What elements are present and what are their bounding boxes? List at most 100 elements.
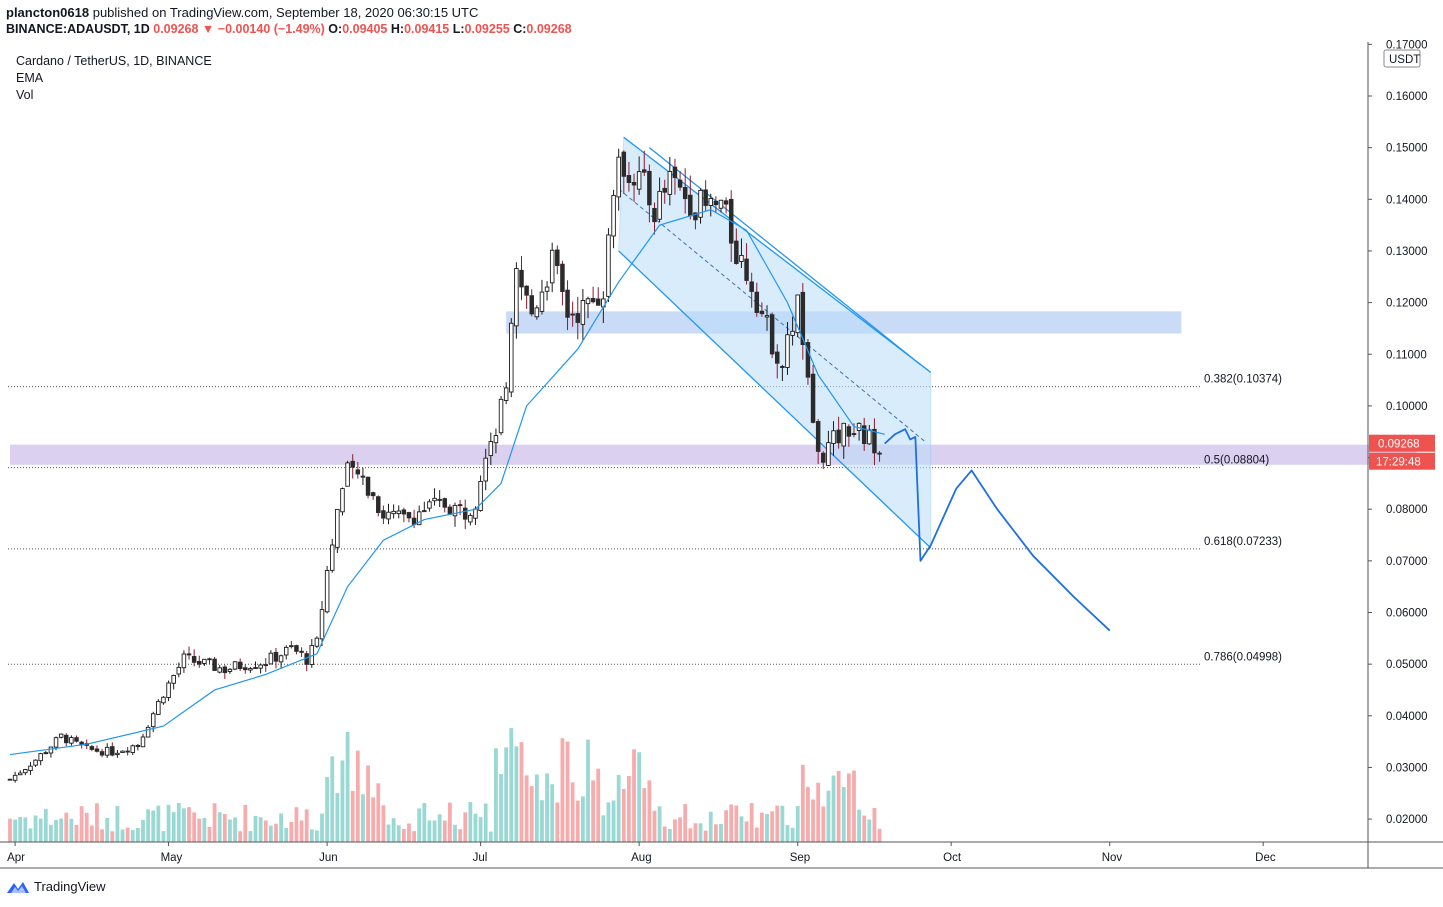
volume-bar xyxy=(703,830,708,842)
volume-bar xyxy=(64,812,69,842)
volume-bar xyxy=(545,773,549,842)
candle-body xyxy=(64,734,69,744)
candle-body xyxy=(718,199,724,209)
volume-bar xyxy=(304,809,309,842)
volume-bar xyxy=(105,817,110,842)
volume-bar xyxy=(739,816,744,842)
candle-body xyxy=(549,249,555,284)
volume-bar xyxy=(263,820,268,842)
candle-body xyxy=(652,207,657,223)
candle-body xyxy=(682,187,688,200)
tradingview-logo[interactable]: TradingView xyxy=(6,879,106,894)
volume-bar xyxy=(570,782,575,842)
volume-bar xyxy=(350,790,355,842)
volume-bar xyxy=(166,804,171,842)
volume-bar xyxy=(386,824,391,842)
fib-levels: 0.382(0.10374) 0.5(0.08804) 0.618(0.07233)… xyxy=(8,374,1282,665)
candle-body xyxy=(498,398,504,434)
candle-body xyxy=(688,194,693,217)
candle-body xyxy=(723,200,729,205)
volume-bar xyxy=(841,786,846,842)
candle-body xyxy=(877,452,882,455)
candle-body xyxy=(759,310,765,315)
volume-bar xyxy=(38,818,43,842)
volume-bar xyxy=(222,814,227,842)
volume-bar xyxy=(233,817,237,842)
publisher-name[interactable]: plancton0618 xyxy=(6,5,90,20)
volume-bar xyxy=(315,830,319,842)
candle-body xyxy=(104,746,110,756)
volume-bar xyxy=(156,805,161,842)
fib-label: 0.786(0.04998) xyxy=(1204,651,1282,663)
volume-bar xyxy=(141,819,145,842)
candle-body xyxy=(166,682,171,698)
candle-body xyxy=(130,745,136,753)
candle-body xyxy=(590,297,596,303)
volume-bar xyxy=(151,810,156,842)
candle-body xyxy=(207,658,212,661)
volume-bar xyxy=(28,828,33,842)
candle-body xyxy=(493,435,499,444)
x-tick-label: Apr xyxy=(7,852,25,864)
tradingview-logo-icon xyxy=(7,881,29,893)
legend-title[interactable]: Cardano / TetherUS, 1D, BINANCE xyxy=(16,54,212,68)
projection-path xyxy=(884,428,1111,632)
candle-body xyxy=(769,314,775,355)
candle-body xyxy=(94,748,100,752)
volume-bar xyxy=(565,741,570,842)
legend-vol[interactable]: Vol xyxy=(16,88,34,102)
volume-bar xyxy=(591,780,596,842)
volume-bar xyxy=(74,824,79,842)
fib-label: 0.618(0.07233) xyxy=(1204,536,1282,548)
open-value: 0.09405 xyxy=(342,22,388,36)
volume-bar xyxy=(330,756,335,842)
channel-upper-inner xyxy=(648,147,921,366)
candle-body xyxy=(457,504,463,507)
x-tick-label: Sep xyxy=(790,852,810,864)
candle-body xyxy=(181,653,187,669)
volume-bar xyxy=(49,824,53,842)
volume-bar xyxy=(371,797,376,842)
volume-bar xyxy=(458,829,463,842)
volume-bar xyxy=(555,802,560,842)
y-tick-label: 0.03000 xyxy=(1386,762,1428,774)
candle-body xyxy=(524,285,529,296)
volume-bar xyxy=(627,775,631,842)
y-tick-label: 0.15000 xyxy=(1386,143,1428,155)
last-price-box xyxy=(1369,434,1435,452)
volume-bar xyxy=(84,812,89,842)
candle-body xyxy=(580,300,586,325)
open-label: O: xyxy=(328,22,343,36)
candle-body xyxy=(48,746,54,754)
candle-body xyxy=(243,667,248,671)
volume-bar xyxy=(877,828,882,842)
candle-body xyxy=(58,733,64,738)
candle-body xyxy=(381,510,386,519)
candle-body xyxy=(432,497,437,502)
candle-body xyxy=(785,334,790,368)
volume-bar xyxy=(69,818,74,842)
legend-ema[interactable]: EMA xyxy=(16,71,44,85)
volume-bar xyxy=(146,809,151,842)
volume-bar xyxy=(729,804,734,842)
down-arrow-icon: ▼ xyxy=(201,22,215,36)
volume-bar xyxy=(488,831,493,842)
volume-bar xyxy=(826,790,831,842)
candle-body xyxy=(815,421,821,452)
volume-bar xyxy=(412,831,416,842)
symbol-interval: BINANCE:ADAUSDT, 1D xyxy=(6,22,150,36)
volume-bar xyxy=(43,808,48,842)
volume-bar xyxy=(453,824,457,842)
channel-lower xyxy=(618,250,932,549)
volume-bar xyxy=(473,813,478,842)
currency-label: USDT xyxy=(1389,54,1420,66)
volume-bar xyxy=(575,800,580,842)
candle-body xyxy=(468,514,473,523)
zone-support xyxy=(10,444,1417,465)
volume-bar xyxy=(18,817,23,842)
volume-bar xyxy=(8,818,12,842)
candle-body xyxy=(780,366,785,368)
volume-bar xyxy=(816,782,821,842)
volume-bar xyxy=(381,805,386,842)
